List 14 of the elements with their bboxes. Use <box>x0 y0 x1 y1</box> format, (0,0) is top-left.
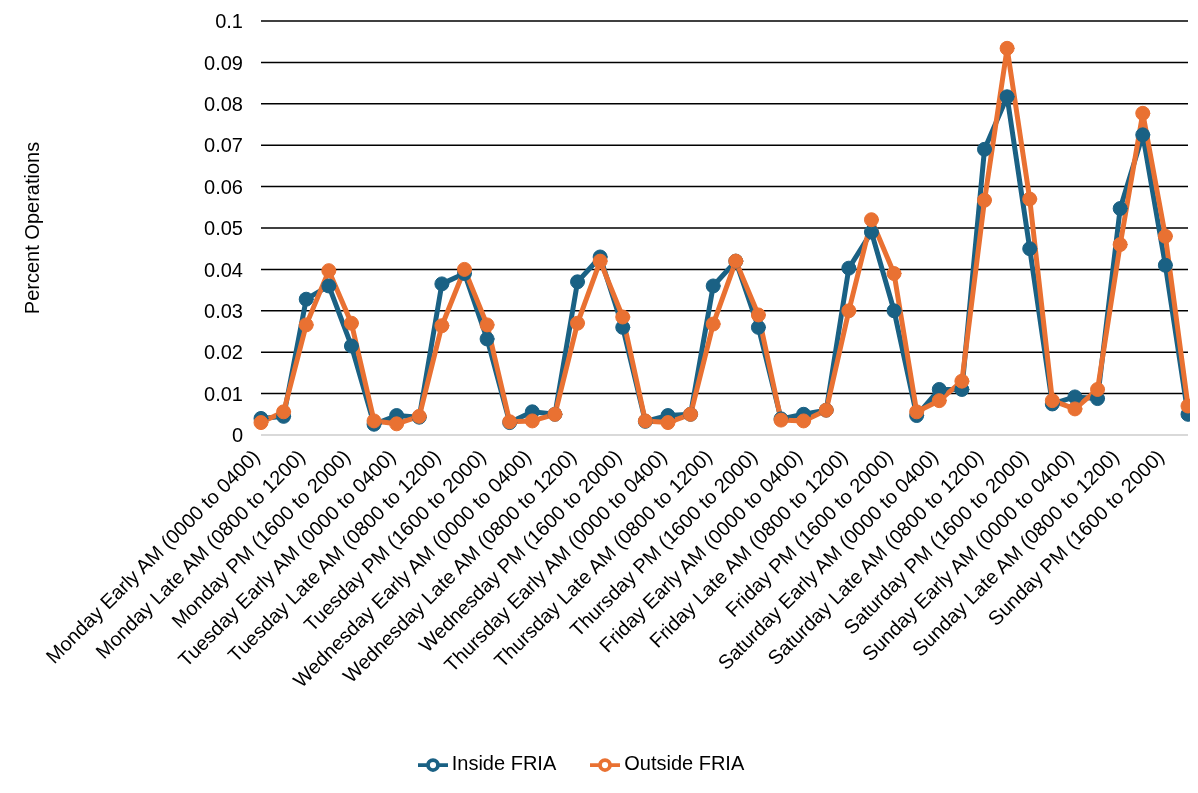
y-tick-label: 0.02 <box>204 341 243 364</box>
legend-label: Outside FRIA <box>624 752 745 775</box>
y-tick-label: 0.08 <box>204 92 243 115</box>
y-tick-label: 0.03 <box>204 299 243 322</box>
y-axis-title: Percent Operations <box>21 141 44 315</box>
y-tick-label: 0.06 <box>204 175 243 198</box>
y-tick-label: 0.09 <box>204 51 243 74</box>
legend-label: Inside FRIA <box>451 752 557 775</box>
y-tick-label: 0.05 <box>204 217 243 240</box>
y-tick-label: 0 <box>231 424 243 447</box>
y-tick-label: 0.01 <box>204 382 243 405</box>
y-tick-label: 0.04 <box>204 258 243 281</box>
y-tick-label: 0.1 <box>215 10 243 33</box>
y-tick-label: 0.07 <box>204 134 243 157</box>
